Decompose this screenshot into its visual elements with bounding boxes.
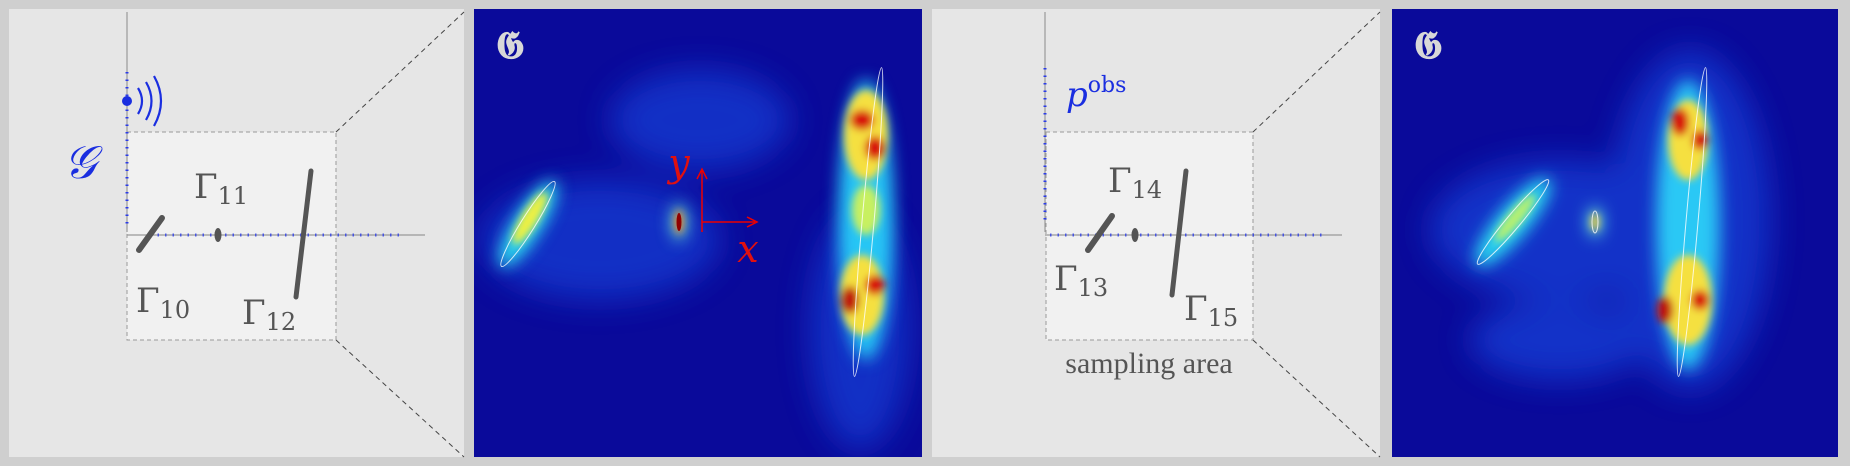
axis-label-y: y: [666, 141, 690, 185]
observation-symbol: p: [1066, 75, 1088, 115]
axis-label-x: x: [737, 227, 758, 271]
obstacle-symbol: Γ: [1108, 161, 1132, 201]
icon: 𝕲: [496, 22, 525, 67]
obstacle-label: Γ13: [1054, 259, 1108, 302]
obstacle-symbol: Γ: [1184, 289, 1208, 329]
obstacle-symbol: Γ: [136, 281, 160, 321]
obstacle-label: Γ12: [242, 293, 296, 336]
observation-label: pobs: [1066, 73, 1126, 115]
obstacle-index: 10: [160, 296, 191, 324]
schematic-left: 𝒢 Γ10 Γ11 Γ12: [9, 9, 465, 458]
obstacle-index: 13: [1078, 274, 1109, 302]
obstacle-index: 15: [1208, 304, 1239, 332]
obstacle-label: Γ10: [136, 281, 190, 324]
obstacle-label: Γ15: [1184, 289, 1238, 332]
observation-sup: obs: [1088, 73, 1127, 98]
obstacle-symbol: Γ: [242, 293, 266, 333]
obstacle-index: 14: [1132, 176, 1163, 204]
icon: 𝕲: [1414, 22, 1443, 67]
obstacle-index: 11: [218, 182, 249, 210]
obstacle-label: Γ14: [1108, 161, 1162, 204]
schematic-right: pobs Γ13 Γ14 Γ15 sampling area: [932, 9, 1381, 458]
heatmap-right: 𝕲: [1392, 9, 1838, 457]
obstacle-index: 12: [266, 308, 297, 336]
obstacle-symbol: Γ: [194, 167, 218, 207]
obstacle-symbol: Γ: [1054, 259, 1078, 299]
heatmap-left: y x 𝕲: [474, 9, 922, 457]
sampling-caption: sampling area: [1065, 347, 1232, 380]
obstacle-label: Γ11: [194, 167, 248, 210]
